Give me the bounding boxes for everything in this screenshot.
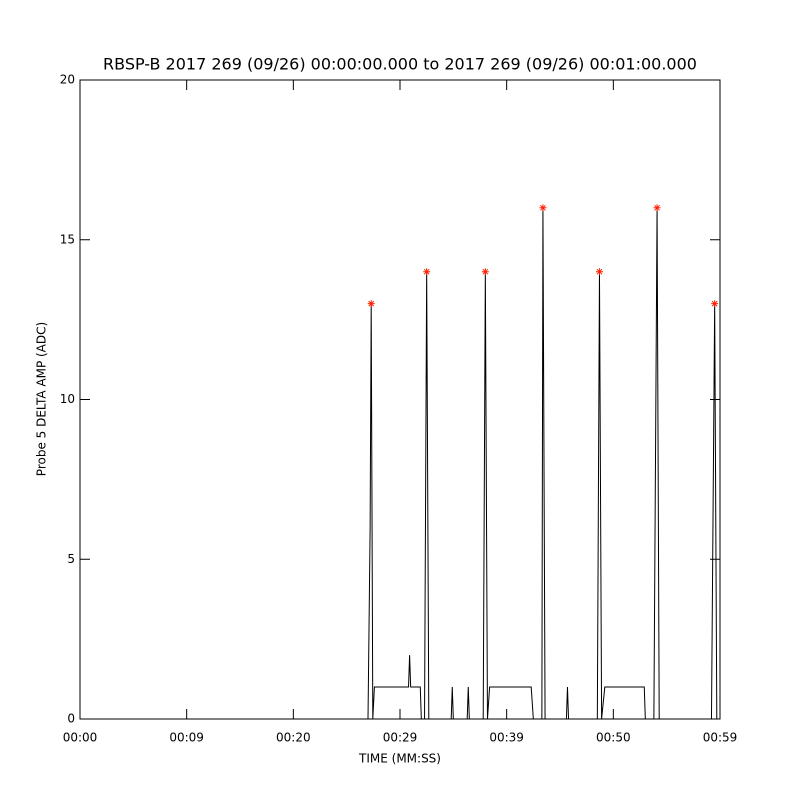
peak-marker xyxy=(653,204,661,212)
x-tick-label: 00:09 xyxy=(169,731,204,745)
x-tick-label: 00:00 xyxy=(63,731,98,745)
y-tick-label: 10 xyxy=(60,392,75,406)
x-tick-label: 00:39 xyxy=(489,731,524,745)
peak-marker xyxy=(367,300,375,308)
peak-marker xyxy=(481,268,489,276)
x-tick-label: 00:29 xyxy=(383,731,418,745)
y-tick-label: 5 xyxy=(67,552,75,566)
x-axis-label: TIME (MM:SS) xyxy=(358,752,441,766)
data-line xyxy=(80,207,720,720)
peak-marker xyxy=(423,268,431,276)
y-tick-label: 0 xyxy=(67,712,75,726)
x-tick-label: 00:59 xyxy=(703,731,738,745)
plot-frame xyxy=(79,79,721,720)
peak-marker xyxy=(595,268,603,276)
x-tick-label: 00:50 xyxy=(596,731,631,745)
peak-marker xyxy=(539,204,547,212)
y-tick-label: 20 xyxy=(60,73,75,87)
y-axis-label: Probe 5 DELTA AMP (ADC) xyxy=(35,322,49,476)
chart-title: RBSP-B 2017 269 (09/26) 00:00:00.000 to … xyxy=(103,55,697,74)
y-tick-label: 15 xyxy=(60,232,75,246)
peak-marker xyxy=(711,300,719,308)
x-tick-label: 00:20 xyxy=(276,731,311,745)
